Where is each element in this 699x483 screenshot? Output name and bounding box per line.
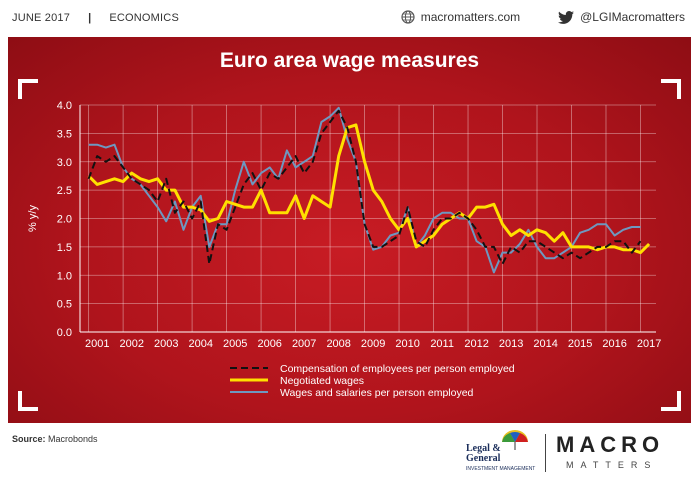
x-tick-label: 2005 <box>223 338 247 350</box>
x-tick-label: 2016 <box>602 338 626 350</box>
legend-negotiated-label: Negotiated wages <box>280 375 364 387</box>
y-tick-label: 2.5 <box>57 185 72 197</box>
x-tick-label: 2003 <box>154 338 178 350</box>
series-line-negotiated <box>87 123 651 255</box>
x-tick-label: 2012 <box>464 338 488 350</box>
corner-bracket-top-left <box>18 79 38 99</box>
x-tick-label: 2014 <box>533 338 557 350</box>
section-label: ECONOMICS <box>109 12 179 24</box>
x-tick-label: 2007 <box>292 338 316 350</box>
legal-general-name-line1: Legal & <box>466 443 501 454</box>
top-bar: JUNE 2017 | ECONOMICS macromatters.com @LG… <box>0 0 699 36</box>
legal-general-subtitle: INVESTMENT MANAGEMENT <box>466 466 536 472</box>
header-separator: | <box>88 12 92 24</box>
line-chart: 0.0 0.5 1.0 1.5 2.0 2.5 3.0 3.5 4.0 2001 2002 2003 2… <box>27 100 661 399</box>
header-left: JUNE 2017 | ECONOMICS <box>12 12 179 24</box>
x-tick-label: 2001 <box>85 338 109 350</box>
chart-panel: Euro area wage measures 0.0 0.5 1.0 1.5 2.0 2… <box>8 37 691 423</box>
y-tick-label: 0.5 <box>57 299 72 311</box>
legal-general-logo: Legal & General INVESTMENT MANAGEMENT <box>466 430 536 474</box>
x-tick-label: 2006 <box>257 338 281 350</box>
y-tick-label: 4.0 <box>57 100 72 112</box>
corner-bracket-bottom-right <box>661 391 681 411</box>
globe-icon <box>401 10 415 24</box>
legal-general-name-line2: General <box>466 453 501 464</box>
y-axis-label: % y/y <box>27 205 39 232</box>
matters-brand: MATTERS <box>566 460 658 470</box>
umbrella-icon <box>502 430 528 450</box>
x-tick-label: 2008 <box>326 338 350 350</box>
corner-bracket-bottom-left <box>18 391 38 411</box>
macro-brand: MACRO <box>556 432 665 457</box>
chart-title: Euro area wage measures <box>219 49 480 72</box>
source-label: Source: <box>12 434 46 444</box>
x-tick-label: 2011 <box>430 338 454 350</box>
x-tick-label: 2002 <box>119 338 143 350</box>
x-tick-label: 2010 <box>395 338 419 350</box>
y-tick-label: 2.0 <box>57 214 72 226</box>
x-tick-label: 2015 <box>568 338 592 350</box>
y-tick-label: 0.0 <box>57 327 72 339</box>
series-line-compensation <box>87 109 642 265</box>
y-tick-label: 1.0 <box>57 270 72 282</box>
x-tick-label: 2013 <box>499 338 523 350</box>
legend-wages-label: Wages and salaries per person employed <box>280 387 474 399</box>
x-tick-label: 2017 <box>637 338 661 350</box>
y-tick-label: 1.5 <box>57 242 72 254</box>
corner-bracket-top-right <box>661 79 681 99</box>
legend-compensation-label: Compensation of employees per person emp… <box>280 363 515 375</box>
twitter-bird-icon <box>558 10 575 24</box>
website-link[interactable]: macromatters.com <box>420 10 521 24</box>
x-tick-label: 2009 <box>361 338 385 350</box>
y-tick-label: 3.0 <box>57 157 72 169</box>
x-tick-label: 2004 <box>188 338 212 350</box>
legal-general-name: Legal & General <box>466 444 501 464</box>
source-value: Macrobonds <box>48 434 98 444</box>
issue-date: JUNE 2017 <box>12 12 71 24</box>
y-tick-label: 3.5 <box>57 128 72 140</box>
twitter-handle-link[interactable]: @LGIMacromatters <box>580 10 685 24</box>
source-note: Source: Macrobonds <box>12 434 98 444</box>
header-right: macromatters.com @LGIMacromatters <box>401 10 685 24</box>
logo-divider <box>545 434 546 472</box>
footer: Source: Macrobonds Legal & General INVES… <box>0 424 699 483</box>
